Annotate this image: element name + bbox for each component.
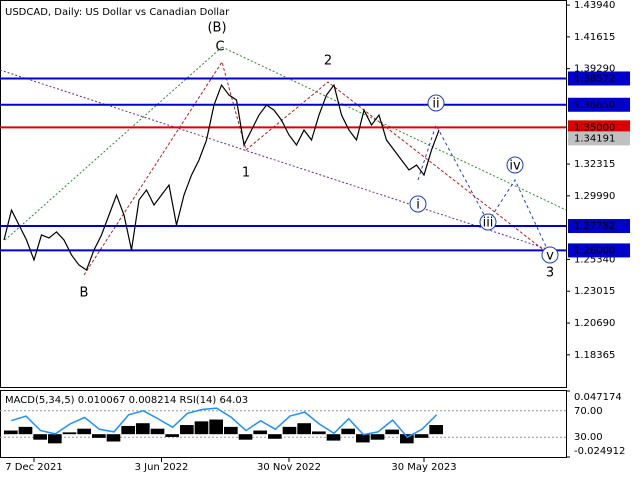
y-tick-label: 1.29990 <box>574 191 615 202</box>
x-tick-label: 30 Nov 2022 <box>257 462 321 473</box>
wave-label: (B) <box>207 21 226 36</box>
wave-label: ii <box>432 97 439 112</box>
wave-label: iii <box>483 216 494 231</box>
macd-bar <box>297 423 311 435</box>
macd-bar <box>106 434 121 442</box>
guide <box>83 60 551 276</box>
y-tick-label: 1.41615 <box>574 32 615 43</box>
y-tick-label: 1.43940 <box>574 0 615 11</box>
y-tick-label: 0.047174 <box>574 392 622 403</box>
price-line <box>3 83 440 271</box>
macd-bar <box>253 430 267 435</box>
macd-bar <box>180 425 194 435</box>
wave-label: 2 <box>324 54 332 69</box>
y-tick-label: 1.25340 <box>574 254 615 265</box>
level-label: 1.36650 <box>574 100 615 111</box>
macd-bar <box>400 434 414 444</box>
chart-title: USDCAD, Daily: US Dollar vs Canadian Dol… <box>5 7 230 18</box>
macd-bar <box>341 428 355 435</box>
level-box <box>568 131 630 146</box>
wave-label: C <box>215 40 224 55</box>
x-tick-label: 30 May 2023 <box>391 462 456 473</box>
macd-bar <box>62 432 77 435</box>
y-tick-label: 1.32315 <box>574 159 615 170</box>
macd-bar <box>150 428 165 435</box>
macd-bar <box>165 434 179 437</box>
macd-bar <box>33 434 47 440</box>
macd-bar <box>121 425 135 435</box>
macd-bar <box>18 426 33 435</box>
macd-bar <box>326 434 341 441</box>
wave-label: iv <box>509 159 521 174</box>
level-box <box>568 71 630 86</box>
wave-label: v <box>546 249 554 264</box>
wave-circle <box>427 94 445 112</box>
wave-circle <box>506 156 524 174</box>
y-tick-label: -0.024912 <box>574 446 625 457</box>
macd-bar <box>312 431 326 435</box>
y2-tick-label: 70.00 <box>574 406 603 417</box>
wave-circle <box>479 213 497 231</box>
macd-bar <box>429 425 443 435</box>
macd-bar <box>268 434 282 439</box>
y-tick-label: 1.18365 <box>574 350 615 361</box>
macd-bar <box>385 429 399 435</box>
level-label: 1.34191 <box>574 133 615 144</box>
macd-bar <box>77 428 91 435</box>
level-label: 1.35000 <box>574 122 615 133</box>
macd-bar <box>48 434 62 444</box>
level-label: 1.26000 <box>574 245 615 256</box>
macd-bar <box>194 421 209 435</box>
level-box <box>568 219 630 234</box>
macd-bar <box>238 434 253 440</box>
sub-title: MACD(5,34,5) 0.010067 0.008214 RSI(14) 6… <box>5 395 248 406</box>
sub-frame <box>0 390 567 458</box>
level-label: 1.27782 <box>574 221 615 232</box>
y-tick-label: 1.20690 <box>574 318 615 329</box>
level-box <box>568 243 630 258</box>
wave-label: B <box>80 286 89 301</box>
rsi-line <box>11 407 438 439</box>
y-tick-label: 1.39290 <box>574 64 615 75</box>
x-tick-label: 7 Dec 2021 <box>5 462 63 473</box>
level-box <box>568 120 630 135</box>
level-label: 1.38572 <box>574 73 615 84</box>
wave-circle <box>409 195 427 213</box>
guide <box>4 46 223 241</box>
y-tick-label: 1.23015 <box>574 286 615 297</box>
wave-circle <box>541 246 559 264</box>
wave-label: 1 <box>242 166 250 181</box>
macd-bar <box>136 423 150 435</box>
wave-label: i <box>416 198 420 213</box>
y2-tick-label: 30.00 <box>574 432 603 443</box>
level-box <box>568 97 630 112</box>
macd-bar <box>4 430 18 435</box>
macd-bar <box>92 434 106 438</box>
macd-bar <box>370 434 385 440</box>
guide <box>221 46 567 211</box>
guide <box>0 69 551 251</box>
macd-bar <box>414 434 429 438</box>
wave-label: 3 <box>546 266 554 281</box>
wave-guides <box>0 46 567 276</box>
macd-bar <box>209 419 223 435</box>
macd-bar <box>356 434 370 443</box>
macd-bar <box>282 426 297 435</box>
guide <box>417 123 551 256</box>
x-tick-label: 3 Jun 2022 <box>135 462 189 473</box>
main-frame <box>0 0 567 388</box>
macd-bar <box>224 426 238 435</box>
